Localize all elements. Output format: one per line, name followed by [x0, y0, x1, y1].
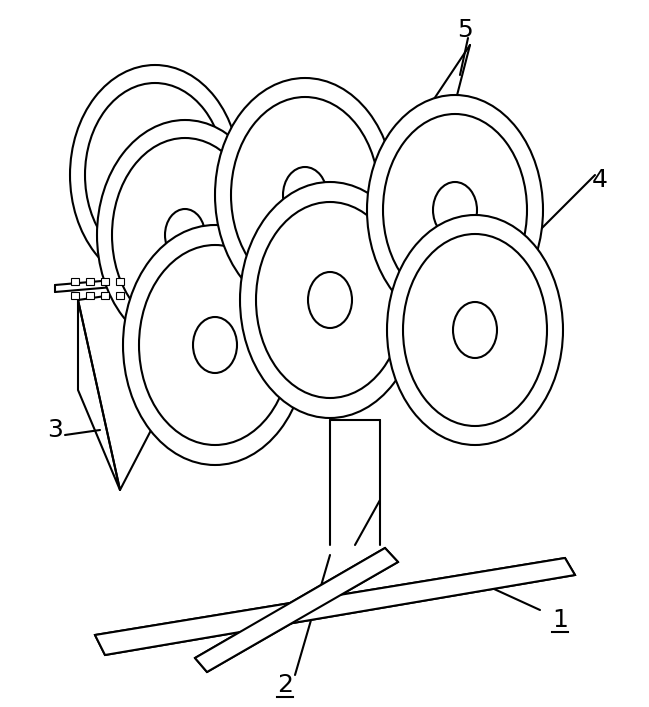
Text: 3: 3 — [47, 418, 63, 442]
Ellipse shape — [403, 234, 547, 426]
Ellipse shape — [367, 95, 543, 325]
Ellipse shape — [193, 317, 237, 373]
Ellipse shape — [97, 120, 273, 350]
Ellipse shape — [256, 202, 404, 398]
Polygon shape — [86, 292, 94, 299]
Ellipse shape — [139, 245, 291, 445]
Ellipse shape — [240, 182, 420, 418]
Polygon shape — [195, 548, 398, 672]
Polygon shape — [95, 558, 575, 655]
Ellipse shape — [283, 167, 327, 223]
Ellipse shape — [433, 182, 477, 238]
Ellipse shape — [123, 225, 307, 465]
Ellipse shape — [85, 83, 225, 267]
Ellipse shape — [70, 65, 240, 285]
Polygon shape — [86, 278, 94, 285]
Polygon shape — [101, 292, 109, 299]
Polygon shape — [71, 278, 79, 285]
Ellipse shape — [308, 272, 352, 328]
Polygon shape — [101, 278, 109, 285]
Polygon shape — [71, 292, 79, 299]
Ellipse shape — [387, 215, 563, 445]
Text: 4: 4 — [592, 168, 608, 192]
Ellipse shape — [453, 302, 497, 358]
Text: 1: 1 — [552, 608, 568, 632]
Ellipse shape — [165, 209, 205, 261]
Ellipse shape — [215, 78, 395, 312]
Ellipse shape — [112, 138, 258, 332]
Ellipse shape — [231, 97, 379, 293]
Polygon shape — [116, 278, 124, 285]
Text: 2: 2 — [277, 673, 293, 697]
Text: 5: 5 — [457, 18, 473, 42]
Ellipse shape — [135, 149, 175, 201]
Ellipse shape — [383, 114, 527, 306]
Polygon shape — [116, 292, 124, 299]
